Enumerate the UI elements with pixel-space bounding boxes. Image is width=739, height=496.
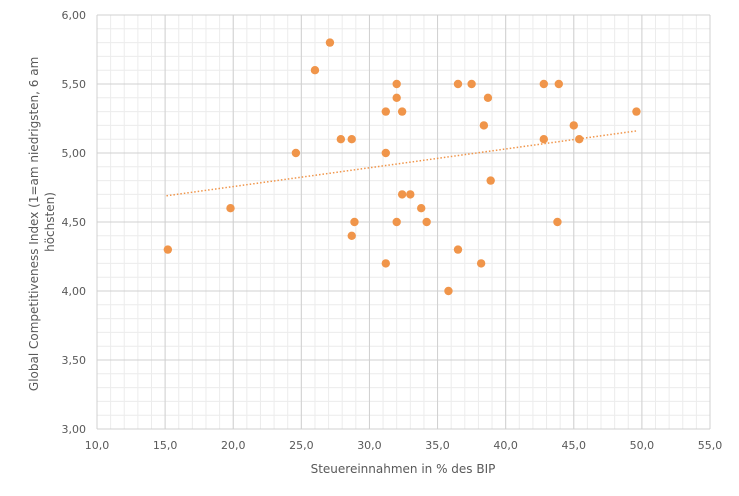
data-point xyxy=(325,38,335,47)
y-axis-title: Global Competitiveness Index (1=am niedr… xyxy=(27,53,57,391)
data-point xyxy=(392,79,401,89)
x-axis-tick-labels: 10,0 15,0 20,0 25,0 30,0 35,0 40,0 45,0 50,0 55,0 xyxy=(85,439,723,452)
y-tick-label: 4,00 xyxy=(62,285,87,298)
trendline-group xyxy=(166,130,637,197)
data-point xyxy=(381,259,390,268)
data-point xyxy=(310,66,320,75)
data-point xyxy=(163,245,173,254)
data-point xyxy=(483,93,493,103)
data-point xyxy=(381,107,390,116)
y-axis-title-line-2: höchsten) xyxy=(43,192,57,252)
data-point xyxy=(392,93,401,103)
x-tick-label: 50,0 xyxy=(630,439,655,452)
data-point xyxy=(422,217,431,227)
data-point xyxy=(392,217,401,227)
data-point xyxy=(291,148,301,158)
data-point xyxy=(453,245,463,254)
y-axis-tick-labels: 3,00 3,50 4,00 4,50 5,00 5,50 6,00 xyxy=(62,9,87,436)
x-tick-label: 55,0 xyxy=(698,439,723,452)
data-point xyxy=(417,204,426,213)
y-tick-label: 3,50 xyxy=(62,354,87,367)
data-point xyxy=(554,79,563,89)
data-point xyxy=(632,107,641,116)
data-point xyxy=(397,190,407,199)
x-tick-label: 25,0 xyxy=(289,439,314,452)
trendline xyxy=(166,130,637,197)
data-point xyxy=(347,231,356,240)
x-tick-label: 10,0 xyxy=(85,439,110,452)
x-axis-title: Steuereinnahmen in % des BIP xyxy=(311,462,496,476)
y-axis-title-line-1: Global Competitiveness Index (1=am niedr… xyxy=(27,57,41,391)
data-point xyxy=(406,190,415,199)
data-points xyxy=(163,38,641,296)
x-tick-label: 20,0 xyxy=(221,439,246,452)
data-point xyxy=(479,121,489,130)
data-point xyxy=(381,148,390,158)
data-point xyxy=(397,107,407,116)
data-point xyxy=(539,135,549,144)
data-point xyxy=(539,79,549,89)
x-tick-label: 30,0 xyxy=(357,439,382,452)
data-point xyxy=(569,121,578,130)
y-tick-label: 6,00 xyxy=(62,9,87,22)
y-tick-label: 5,00 xyxy=(62,147,87,160)
data-point xyxy=(553,217,562,227)
x-tick-label: 40,0 xyxy=(493,439,518,452)
data-point xyxy=(444,286,453,296)
x-tick-label: 45,0 xyxy=(562,439,587,452)
x-tick-label: 15,0 xyxy=(153,439,178,452)
data-point xyxy=(476,259,486,268)
y-tick-label: 5,50 xyxy=(62,78,87,91)
data-point xyxy=(336,135,346,144)
data-point xyxy=(453,79,463,89)
x-tick-label: 35,0 xyxy=(425,439,450,452)
major-gridlines xyxy=(96,14,711,430)
data-point xyxy=(350,217,359,227)
data-point xyxy=(575,135,584,144)
data-point xyxy=(486,176,495,185)
data-point xyxy=(467,79,476,89)
y-tick-label: 3,00 xyxy=(62,423,87,436)
data-point xyxy=(347,135,356,144)
y-tick-label: 4,50 xyxy=(62,216,87,229)
data-point xyxy=(226,204,235,213)
